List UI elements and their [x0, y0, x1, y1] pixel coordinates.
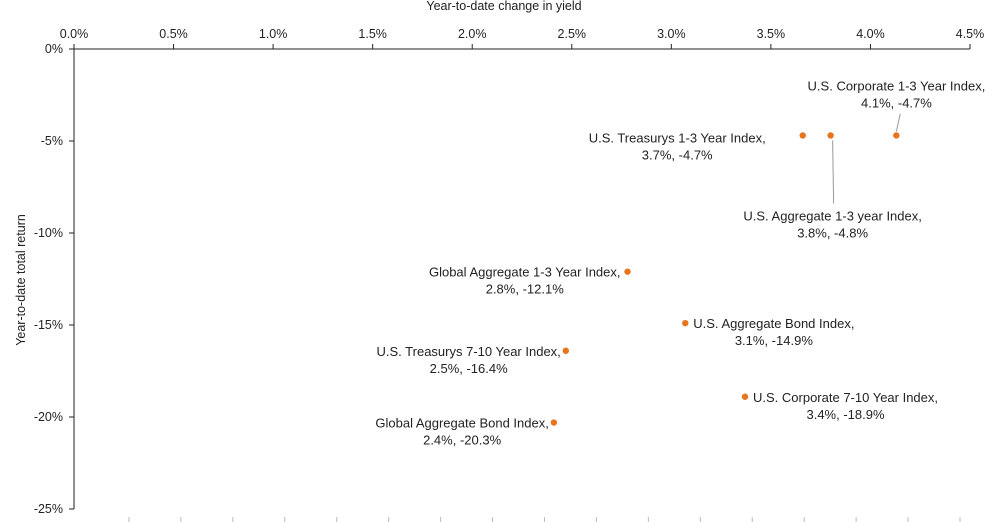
data-point — [624, 268, 631, 275]
leader-line — [832, 140, 835, 204]
x-tick-label: 0.5% — [159, 27, 188, 41]
point-name-label: U.S. Aggregate Bond Index, — [693, 316, 854, 331]
point-name-label: U.S. Corporate 7-10 Year Index, — [753, 390, 938, 405]
point-value-label: 3.7%, -4.7% — [642, 147, 713, 162]
data-point — [562, 347, 570, 354]
x-tick-label: 1.5% — [358, 27, 387, 41]
point-value-label: 3.8%, -4.8% — [797, 225, 868, 240]
data-point — [827, 132, 834, 139]
x-tick-label: 1.0% — [259, 27, 288, 41]
x-tick-label: 3.0% — [657, 27, 686, 41]
leader-lines — [832, 113, 901, 204]
data-point — [893, 132, 900, 139]
point-value-label: 3.4%, -18.9% — [806, 407, 884, 422]
point-value-label: 2.8%, -12.1% — [486, 282, 564, 297]
y-tick-label: -25% — [34, 502, 63, 516]
x-tick-label: 0.0% — [60, 27, 89, 41]
y-tick-label: -5% — [41, 134, 63, 148]
x-axis-title: Year-to-date change in yield — [426, 0, 581, 13]
x-tick-label: 2.0% — [458, 27, 487, 41]
x-tick-label: 3.5% — [757, 27, 786, 41]
point-name-label: U.S. Treasurys 1-3 Year Index, — [589, 130, 766, 145]
point-name-label: Global Aggregate 1-3 Year Index, — [429, 265, 621, 280]
data-points — [550, 132, 900, 426]
point-name-label: U.S. Corporate 1-3 Year Index, — [808, 78, 986, 93]
data-labels: U.S. Corporate 1-3 Year Index, 4.1%, -4.7… — [375, 78, 985, 447]
point-value-label: 2.4%, -20.3% — [423, 433, 501, 448]
y-tick-label: 0% — [45, 42, 63, 56]
x-tick-label: 4.5% — [956, 27, 985, 41]
data-point — [741, 393, 749, 400]
data-point — [550, 419, 558, 426]
leader-line — [895, 113, 901, 132]
x-tick-label: 2.5% — [558, 27, 587, 41]
y-tick-label: -20% — [34, 410, 63, 424]
point-name-label: U.S. Aggregate 1-3 year Index, — [743, 208, 922, 223]
y-tick-label: -15% — [34, 318, 63, 332]
data-point — [799, 132, 806, 139]
point-name-label: Global Aggregate Bond Index, — [375, 416, 548, 431]
x-axis-ticks: 0.0% 0.5% 1.0% 1.5% 2.0% 2.5% 3.0% 3.5% 4.0% 4.5% — [60, 27, 985, 49]
y-tick-label: -10% — [34, 226, 63, 240]
point-value-label: 3.1%, -14.9% — [735, 333, 813, 348]
point-value-label: 2.5%, -16.4% — [430, 361, 508, 376]
y-axis-ticks: 0% -5% -10% -15% -20% -25% — [34, 42, 74, 516]
bottom-minor-ticks — [128, 517, 961, 522]
point-name-label: U.S. Treasurys 7-10 Year Index, — [377, 344, 561, 359]
y-axis-title: Year-to-date total return — [14, 214, 28, 346]
data-point — [682, 319, 689, 327]
x-tick-label: 4.0% — [856, 27, 885, 41]
point-value-label: 4.1%, -4.7% — [861, 95, 932, 110]
